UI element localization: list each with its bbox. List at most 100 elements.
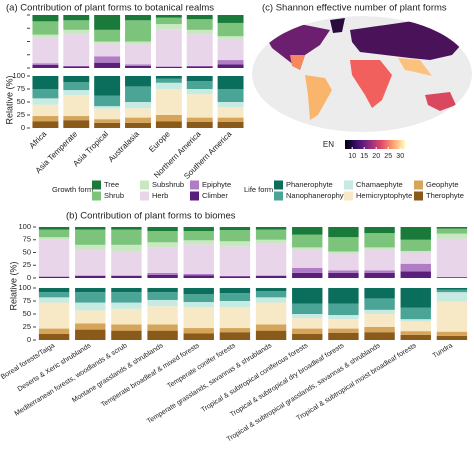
bar-segment bbox=[147, 247, 178, 273]
bar-segment bbox=[75, 288, 106, 293]
bar-segment bbox=[125, 122, 151, 128]
bar-segment bbox=[364, 270, 395, 273]
y-tick-label: 75 bbox=[17, 84, 25, 93]
bar-segment bbox=[186, 89, 213, 95]
bar-segment bbox=[217, 64, 244, 68]
bar-segment bbox=[219, 301, 251, 308]
bar-segment bbox=[94, 43, 121, 57]
bar-segment bbox=[292, 234, 323, 248]
bar-segment bbox=[75, 292, 106, 303]
legend-label: Phanerophyte bbox=[286, 180, 333, 189]
bar-segment bbox=[32, 98, 59, 105]
legend-title: Growth form bbox=[52, 185, 93, 194]
bar-segment bbox=[38, 237, 70, 240]
bar-segment bbox=[217, 107, 244, 118]
bar-segment bbox=[111, 227, 142, 230]
bar-segment bbox=[155, 82, 182, 89]
bar-segment bbox=[32, 89, 59, 99]
bar-segment bbox=[183, 288, 214, 295]
bar-segment bbox=[63, 20, 90, 30]
bar-segment bbox=[400, 334, 431, 340]
bar-segment bbox=[186, 76, 213, 82]
y-tick-label: 50 bbox=[23, 309, 31, 318]
bar-segment bbox=[125, 108, 151, 118]
bar-segment bbox=[183, 227, 214, 232]
legend-label: Epiphyte bbox=[202, 180, 231, 189]
bar-segment bbox=[292, 247, 323, 250]
bar-segment bbox=[436, 227, 468, 229]
bar-segment bbox=[292, 333, 323, 340]
bar-segment bbox=[217, 102, 244, 108]
bar-segment bbox=[147, 231, 178, 243]
bar-segment bbox=[63, 65, 90, 67]
legend-swatch bbox=[414, 180, 423, 190]
bar-segment bbox=[292, 314, 323, 319]
bar-segment bbox=[219, 328, 251, 333]
bar-segment bbox=[125, 86, 151, 102]
region bbox=[398, 58, 432, 76]
bar-segment bbox=[32, 21, 59, 35]
bar-segment bbox=[125, 41, 151, 45]
bar-segment bbox=[219, 227, 251, 231]
bar-segment bbox=[436, 228, 468, 234]
bar-segment bbox=[328, 270, 359, 273]
bar-segment bbox=[38, 276, 70, 277]
bar-segment bbox=[186, 29, 213, 35]
bar-segment bbox=[255, 275, 287, 278]
y-axis-label: Relative (%) bbox=[8, 261, 18, 310]
bar-segment bbox=[94, 62, 121, 68]
bar-segment bbox=[38, 297, 70, 303]
bar-segment bbox=[255, 239, 287, 244]
bar-segment bbox=[217, 117, 244, 122]
bar-segment bbox=[183, 307, 214, 329]
bar-segment bbox=[217, 38, 244, 61]
bar-segment bbox=[183, 244, 214, 274]
bar-segment bbox=[400, 331, 431, 335]
bar-segment bbox=[364, 288, 395, 299]
x-tick-label: Australasia bbox=[107, 129, 142, 164]
y-tick-label: 25 bbox=[17, 110, 25, 119]
bar-segment bbox=[75, 275, 106, 278]
bar-segment bbox=[292, 318, 323, 329]
bar-segment bbox=[147, 227, 178, 232]
legend-swatch bbox=[190, 180, 199, 190]
bar-segment bbox=[155, 29, 182, 67]
colorbar-tick-label: 30 bbox=[396, 153, 404, 160]
bar-segment bbox=[328, 253, 359, 271]
x-tick-label: Temperate conifer forests bbox=[166, 342, 237, 390]
region bbox=[290, 55, 305, 70]
bar-segment bbox=[292, 267, 323, 273]
bar-segment bbox=[219, 288, 251, 294]
bar-segment bbox=[436, 335, 468, 340]
bar-segment bbox=[217, 22, 244, 37]
bar-segment bbox=[63, 76, 90, 83]
bar-segment bbox=[111, 229, 142, 245]
bar-segment bbox=[255, 291, 287, 298]
panel-a-title: (a) Contribution of plant forms to botan… bbox=[6, 3, 214, 14]
bar-segment bbox=[328, 237, 359, 252]
bar-segment bbox=[94, 95, 121, 107]
bar-segment bbox=[38, 239, 70, 277]
legend-swatch bbox=[344, 191, 353, 201]
legend-label: Shrub bbox=[104, 191, 124, 200]
bar-segment bbox=[155, 15, 182, 18]
bar-segment bbox=[186, 94, 213, 118]
bar-segment bbox=[147, 324, 178, 331]
bar-segment bbox=[436, 288, 468, 290]
bar-segment bbox=[155, 115, 182, 122]
bar-segment bbox=[183, 328, 214, 334]
colorbar-tick-label: 20 bbox=[372, 153, 380, 160]
bar-segment bbox=[436, 292, 468, 302]
bar-segment bbox=[111, 302, 142, 309]
bar-segment bbox=[400, 321, 431, 332]
bar-segment bbox=[183, 240, 214, 245]
bar-segment bbox=[155, 66, 182, 68]
legend-swatch bbox=[140, 180, 149, 190]
x-tick-label: Temperate grasslands, savannas & shrubla… bbox=[146, 342, 274, 425]
bar-segment bbox=[32, 34, 59, 38]
bar-segment bbox=[328, 272, 359, 278]
bar-segment bbox=[400, 227, 431, 240]
bar-segment bbox=[364, 332, 395, 340]
bar-segment bbox=[183, 273, 214, 276]
bar-segment bbox=[328, 251, 359, 254]
